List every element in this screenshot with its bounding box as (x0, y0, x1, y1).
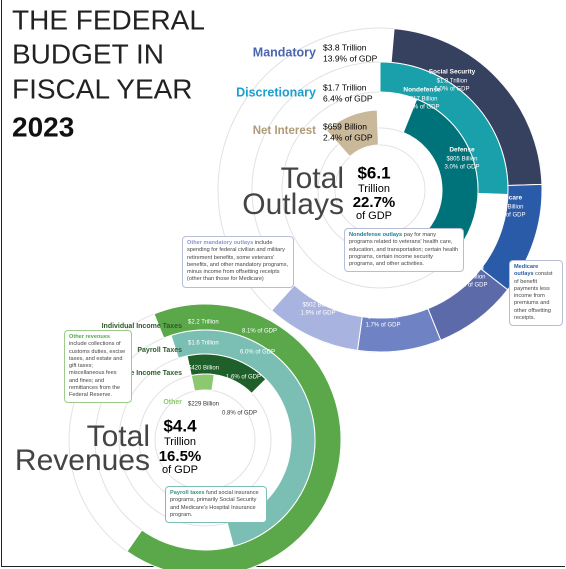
segment-gdp: 3.4% of GDP (404, 105, 439, 111)
total-word: Revenues (15, 444, 150, 477)
title-line: FISCAL YEAR (12, 73, 193, 104)
note-text: consist of benefit payments less income … (514, 271, 553, 321)
segment-name: Social Security (429, 69, 476, 76)
segment-gdp: 3.1% of GDP (490, 213, 525, 219)
segment-name: Individual Income Taxes (102, 323, 183, 330)
title-line: THE FEDERAL (12, 4, 205, 35)
legend-label: Net Interest (253, 125, 316, 137)
note: Nondefense outlays pay for many programs… (344, 228, 464, 273)
segment-amount: $1.6 Trillion (188, 341, 219, 347)
total-amount: $6.1 (357, 163, 390, 182)
total-unit: Trillion (358, 183, 390, 195)
segment-name: Payroll Taxes (137, 347, 182, 354)
note-heading: Payroll taxes (170, 490, 205, 496)
total-word: Total (87, 420, 150, 453)
segment-amount: $229 Billion (188, 402, 219, 408)
note-text: pay for many programs related to veteran… (349, 232, 459, 268)
total-amount: $4.4 (163, 416, 197, 435)
total-gdp: 22.7% (353, 194, 396, 211)
total-gdp-unit: of GDP (356, 210, 392, 222)
segment-gdp: 1.7% of GDP (365, 323, 400, 329)
segment-amount: $805 Billion (446, 157, 477, 163)
total-unit: Trillion (164, 436, 196, 448)
note-text: include spending for federal civilian an… (187, 240, 289, 283)
segment-amount: $616 Billion (454, 275, 485, 281)
segment-amount: $2.2 Trillion (188, 320, 219, 326)
segment-amount: $502 Billion (302, 303, 333, 309)
segment-name: Defense (449, 147, 475, 154)
segment-name: Other (163, 399, 182, 406)
note-text: include collections of customs duties, e… (69, 341, 126, 399)
note: Other mandatory outlays include spending… (182, 236, 294, 288)
segment-gdp: 6.0% of GDP (240, 350, 275, 356)
note: Other revenues include collections of cu… (64, 330, 132, 404)
net-interest-segment (325, 109, 379, 158)
legend-amount: $1.7 Trillion (323, 82, 367, 92)
legend-gdp: 6.4% of GDP (323, 93, 373, 103)
segment-name: Corporate Income Taxes (101, 370, 182, 377)
segment-gdp: 2.3% of GDP (452, 283, 487, 289)
note-text: fund social insurance programs, primaril… (170, 490, 259, 518)
title-line: BUDGET IN (12, 38, 164, 69)
segment-amount: $420 Billion (188, 366, 219, 372)
legend-amount: $3.8 Trillion (323, 42, 367, 52)
segment-name: Income Security Programs (342, 305, 425, 312)
segment-amount: $448 Billion (367, 315, 398, 321)
legend-label: Mandatory (253, 45, 316, 59)
note-heading: Other mandatory outlays (187, 240, 254, 246)
segment-gdp: 0.8% of GDP (222, 411, 257, 417)
note-heading: Medicare outlays (514, 264, 539, 278)
total-word: Outlays (242, 188, 344, 221)
title-year: 2023 (12, 111, 74, 142)
note: Payroll taxes fund social insurance prog… (165, 486, 267, 524)
total-gdp: 16.5% (159, 448, 202, 465)
segment-gdp: 3.0% of GDP (444, 165, 479, 171)
segment-name: Medicare (494, 195, 523, 202)
legend-label: Discretionary (236, 85, 316, 99)
note-heading: Other revenues (69, 334, 111, 340)
segment-gdp: 1.9% of GDP (300, 311, 335, 317)
segment-gdp: 8.1% of GDP (242, 329, 277, 335)
legend-gdp: 2.4% of GDP (323, 132, 373, 142)
total-word: Total (281, 162, 344, 195)
note-heading: Nondefense outlays (349, 232, 403, 238)
segment-name: Nondefense (403, 87, 441, 94)
legend-amount: $659 Billion (323, 121, 367, 131)
legend-gdp: 13.9% of GDP (323, 53, 378, 63)
segment-amount: $917 Billion (406, 97, 437, 103)
outlay-segment (270, 284, 363, 351)
segment-name: Other (309, 293, 327, 300)
segment-gdp: 5.0% of GDP (434, 87, 469, 93)
total-gdp-unit: of GDP (162, 464, 198, 476)
segment-amount: $1.3 Trillion (437, 79, 468, 85)
segment-amount: $839 Billion (492, 205, 523, 211)
revenue-segment (190, 373, 215, 392)
segment-name: Medicaid (456, 265, 484, 272)
note: Medicare outlays consist of benefit paym… (509, 260, 563, 327)
segment-gdp: 1.6% of GDP (226, 375, 261, 381)
